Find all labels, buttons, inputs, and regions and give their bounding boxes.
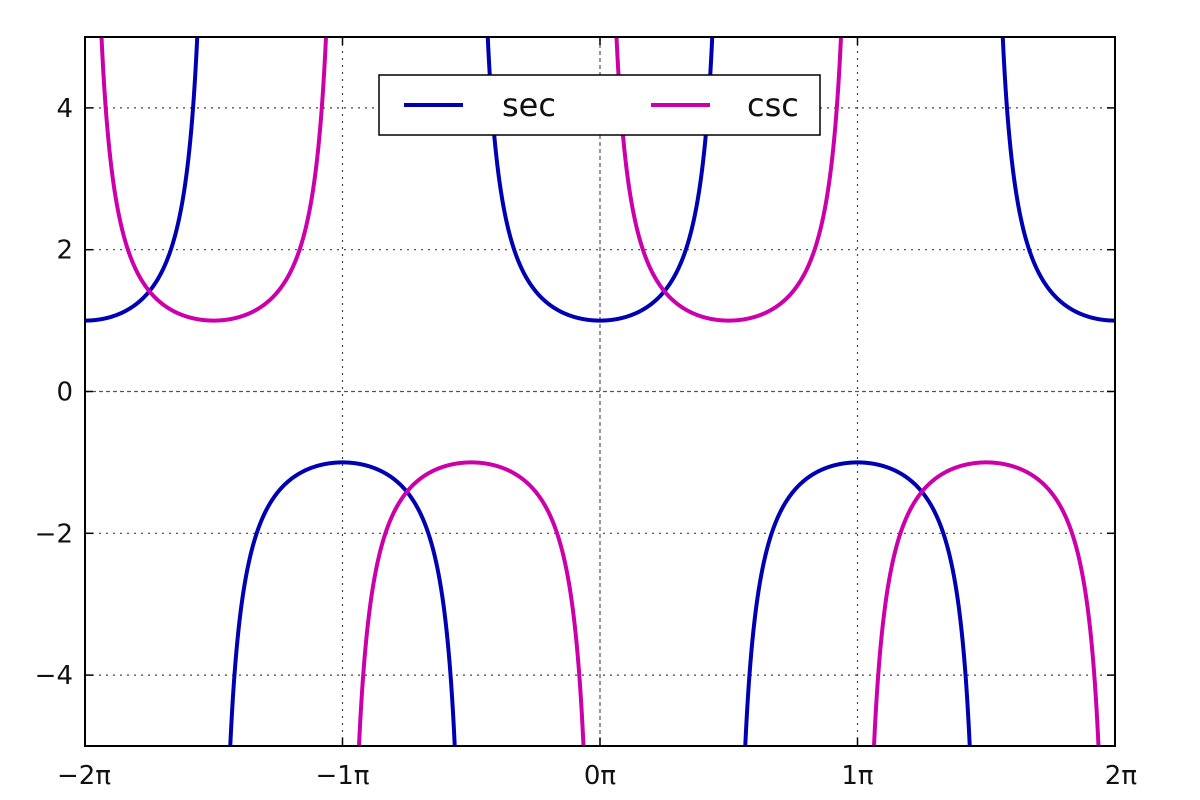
zero-lines	[85, 37, 1115, 746]
x-tick-label: 0π	[584, 761, 616, 791]
x-tick-label: −2π	[57, 761, 111, 791]
y-tick-label: −2	[35, 519, 73, 549]
x-tick-label: 1π	[841, 761, 873, 791]
x-tick-label: 2π	[1105, 761, 1137, 791]
csc-series-line	[99, 37, 1101, 746]
y-axis-tick-labels: −4 −2 0 2 4	[35, 94, 73, 691]
axis-ticks	[84, 37, 1116, 746]
y-tick-label: 0	[56, 378, 73, 408]
legend: sec csc	[378, 74, 821, 136]
legend-csc-label: csc	[747, 86, 799, 124]
legend-sec-label: sec	[502, 86, 556, 124]
series-group	[85, 37, 1115, 746]
x-axis-tick-labels: −2π −1π 0π 1π 2π	[57, 761, 1137, 791]
y-tick-label: 2	[56, 236, 73, 266]
x-tick-label: −1π	[316, 761, 370, 791]
y-tick-label: 4	[56, 94, 73, 124]
y-tick-label: −4	[35, 661, 73, 691]
